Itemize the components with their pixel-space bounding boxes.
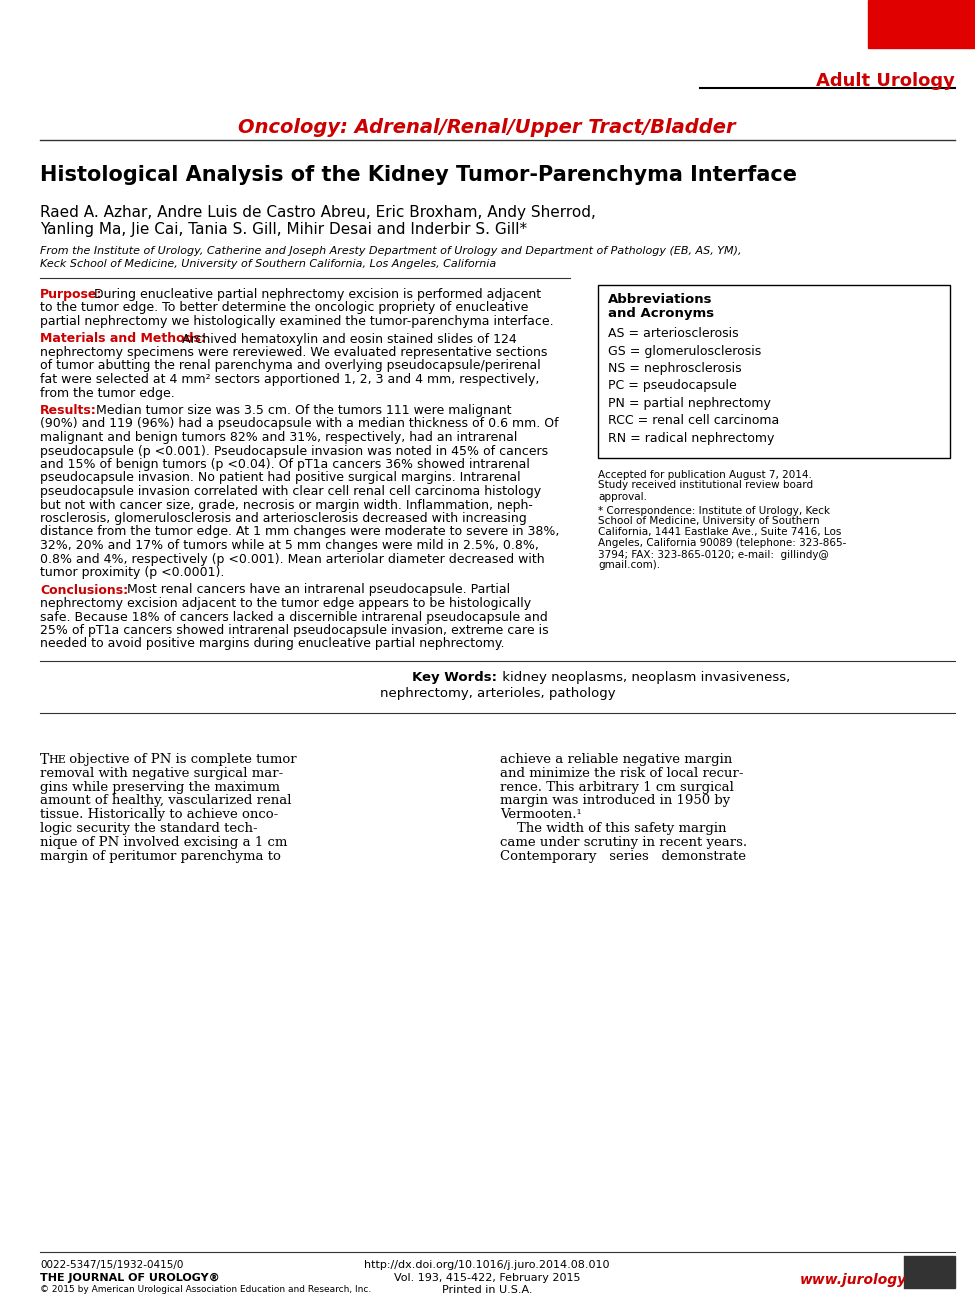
Text: PC = pseudocapsule: PC = pseudocapsule xyxy=(608,380,737,393)
Text: rence. This arbitrary 1 cm surgical: rence. This arbitrary 1 cm surgical xyxy=(500,780,734,793)
Text: Histological Analysis of the Kidney Tumor-Parenchyma Interface: Histological Analysis of the Kidney Tumo… xyxy=(40,164,797,185)
Text: HE: HE xyxy=(49,756,66,765)
Text: RCC = renal cell carcinoma: RCC = renal cell carcinoma xyxy=(608,415,779,428)
Text: safe. Because 18% of cancers lacked a discernible intrarenal pseudocapsule and: safe. Because 18% of cancers lacked a di… xyxy=(40,611,548,624)
Text: gmail.com).: gmail.com). xyxy=(598,561,660,570)
Text: © 2015 by American Urological Association Education and Research, Inc.: © 2015 by American Urological Associatio… xyxy=(40,1285,371,1295)
Text: Adult Urology: Adult Urology xyxy=(816,72,955,90)
Text: approval.: approval. xyxy=(598,492,647,501)
Text: achieve a reliable negative margin: achieve a reliable negative margin xyxy=(500,753,732,766)
Text: but not with cancer size, grade, necrosis or margin width. Inflammation, neph-: but not with cancer size, grade, necrosi… xyxy=(40,499,533,512)
Text: From the Institute of Urology, Catherine and Joseph Aresty Department of Urology: From the Institute of Urology, Catherine… xyxy=(40,247,742,256)
Text: Yanling Ma, Jie Cai, Tania S. Gill, Mihir Desai and Inderbir S. Gill*: Yanling Ma, Jie Cai, Tania S. Gill, Mihi… xyxy=(40,222,527,238)
Text: www.jurology.com: www.jurology.com xyxy=(800,1272,944,1287)
Text: Printed in U.S.A.: Printed in U.S.A. xyxy=(442,1285,532,1295)
Text: T: T xyxy=(40,753,50,767)
Text: Study received institutional review board: Study received institutional review boar… xyxy=(598,480,813,491)
Text: RN = radical nephrectomy: RN = radical nephrectomy xyxy=(608,432,774,445)
Text: distance from the tumor edge. At 1 mm changes were moderate to severe in 38%,: distance from the tumor edge. At 1 mm ch… xyxy=(40,526,560,539)
Text: and 15% of benign tumors (p <0.04). Of pT1a cancers 36% showed intrarenal: and 15% of benign tumors (p <0.04). Of p… xyxy=(40,458,529,471)
Text: PN = partial nephrectomy: PN = partial nephrectomy xyxy=(608,397,771,410)
Text: GS = glomerulosclerosis: GS = glomerulosclerosis xyxy=(608,345,761,358)
Text: to the tumor edge. To better determine the oncologic propriety of enucleative: to the tumor edge. To better determine t… xyxy=(40,301,528,315)
Bar xyxy=(598,284,950,458)
Text: came under scrutiny in recent years.: came under scrutiny in recent years. xyxy=(500,835,747,848)
Text: During enucleative partial nephrectomy excision is performed adjacent: During enucleative partial nephrectomy e… xyxy=(94,288,541,301)
Text: malignant and benign tumors 82% and 31%, respectively, had an intrarenal: malignant and benign tumors 82% and 31%,… xyxy=(40,431,518,444)
Text: http://dx.doi.org/10.1016/j.juro.2014.08.010: http://dx.doi.org/10.1016/j.juro.2014.08… xyxy=(365,1261,609,1270)
Text: Keck School of Medicine, University of Southern California, Los Angeles, Califor: Keck School of Medicine, University of S… xyxy=(40,258,496,269)
Text: kidney neoplasms, neoplasm invasiveness,: kidney neoplasms, neoplasm invasiveness, xyxy=(497,671,790,684)
Text: pseudocapsule (p <0.001). Pseudocapsule invasion was noted in 45% of cancers: pseudocapsule (p <0.001). Pseudocapsule … xyxy=(40,445,548,458)
Text: nique of PN involved excising a 1 cm: nique of PN involved excising a 1 cm xyxy=(40,835,288,848)
Text: 25% of pT1a cancers showed intrarenal pseudocapsule invasion, extreme care is: 25% of pT1a cancers showed intrarenal ps… xyxy=(40,624,549,637)
Text: 415: 415 xyxy=(913,1263,948,1282)
Text: Vol. 193, 415-422, February 2015: Vol. 193, 415-422, February 2015 xyxy=(394,1272,580,1283)
Text: THE JOURNAL OF UROLOGY®: THE JOURNAL OF UROLOGY® xyxy=(40,1272,219,1283)
Text: nephrectomy, arterioles, pathology: nephrectomy, arterioles, pathology xyxy=(379,686,615,699)
Text: Raed A. Azhar, Andre Luis de Castro Abreu, Eric Broxham, Andy Sherrod,: Raed A. Azhar, Andre Luis de Castro Abre… xyxy=(40,205,596,221)
Text: Abbreviations: Abbreviations xyxy=(608,294,713,305)
Text: rosclerosis, glomerulosclerosis and arteriosclerosis decreased with increasing: rosclerosis, glomerulosclerosis and arte… xyxy=(40,512,526,525)
Text: Contemporary   series   demonstrate: Contemporary series demonstrate xyxy=(500,850,746,863)
Text: pseudocapsule invasion. No patient had positive surgical margins. Intrarenal: pseudocapsule invasion. No patient had p… xyxy=(40,471,521,484)
Bar xyxy=(868,0,975,48)
Text: gins while preserving the maximum: gins while preserving the maximum xyxy=(40,780,280,793)
Text: of tumor abutting the renal parenchyma and overlying pseudocapsule/perirenal: of tumor abutting the renal parenchyma a… xyxy=(40,359,541,372)
Text: Conclusions:: Conclusions: xyxy=(40,583,128,596)
Text: Purpose:: Purpose: xyxy=(40,288,102,301)
Text: objective of PN is complete tumor: objective of PN is complete tumor xyxy=(65,753,296,766)
Text: amount of healthy, vascularized renal: amount of healthy, vascularized renal xyxy=(40,795,292,808)
Text: nephrectomy excision adjacent to the tumor edge appears to be histologically: nephrectomy excision adjacent to the tum… xyxy=(40,596,531,609)
Text: Vermooten.¹: Vermooten.¹ xyxy=(500,808,582,821)
Text: Archived hematoxylin and eosin stained slides of 124: Archived hematoxylin and eosin stained s… xyxy=(178,333,517,346)
Text: fat were selected at 4 mm² sectors apportioned 1, 2, 3 and 4 mm, respectively,: fat were selected at 4 mm² sectors appor… xyxy=(40,373,539,386)
Text: Oncology: Adrenal/Renal/Upper Tract/Bladder: Oncology: Adrenal/Renal/Upper Tract/Blad… xyxy=(238,117,736,137)
Text: NS = nephrosclerosis: NS = nephrosclerosis xyxy=(608,361,742,375)
Text: Angeles, California 90089 (telephone: 323-865-: Angeles, California 90089 (telephone: 32… xyxy=(598,539,846,548)
Text: Materials and Methods:: Materials and Methods: xyxy=(40,333,206,346)
Text: needed to avoid positive margins during enucleative partial nephrectomy.: needed to avoid positive margins during … xyxy=(40,638,504,650)
Text: tissue. Historically to achieve onco-: tissue. Historically to achieve onco- xyxy=(40,808,278,821)
Text: 0.8% and 4%, respectively (p <0.001). Mean arteriolar diameter decreased with: 0.8% and 4%, respectively (p <0.001). Me… xyxy=(40,552,545,565)
Text: tumor proximity (p <0.0001).: tumor proximity (p <0.0001). xyxy=(40,566,224,579)
Text: Median tumor size was 3.5 cm. Of the tumors 111 were malignant: Median tumor size was 3.5 cm. Of the tum… xyxy=(92,405,512,418)
Text: (90%) and 119 (96%) had a pseudocapsule with a median thickness of 0.6 mm. Of: (90%) and 119 (96%) had a pseudocapsule … xyxy=(40,418,559,431)
Text: Most renal cancers have an intrarenal pseudocapsule. Partial: Most renal cancers have an intrarenal ps… xyxy=(123,583,510,596)
Text: AS = arteriosclerosis: AS = arteriosclerosis xyxy=(608,328,739,341)
Text: pseudocapsule invasion correlated with clear cell renal cell carcinoma histology: pseudocapsule invasion correlated with c… xyxy=(40,485,541,499)
Text: California, 1441 Eastlake Ave., Suite 7416, Los: California, 1441 Eastlake Ave., Suite 74… xyxy=(598,527,841,538)
Text: * Correspondence: Institute of Urology, Keck: * Correspondence: Institute of Urology, … xyxy=(598,505,830,515)
Text: partial nephrectomy we histologically examined the tumor-parenchyma interface.: partial nephrectomy we histologically ex… xyxy=(40,315,554,328)
Text: Key Words:: Key Words: xyxy=(412,671,497,684)
Text: removal with negative surgical mar-: removal with negative surgical mar- xyxy=(40,767,284,780)
Text: and minimize the risk of local recur-: and minimize the risk of local recur- xyxy=(500,767,744,780)
Text: and Acronyms: and Acronyms xyxy=(608,307,714,320)
Text: margin of peritumor parenchyma to: margin of peritumor parenchyma to xyxy=(40,850,281,863)
Text: The width of this safety margin: The width of this safety margin xyxy=(500,822,726,835)
Text: logic security the standard tech-: logic security the standard tech- xyxy=(40,822,257,835)
Text: from the tumor edge.: from the tumor edge. xyxy=(40,386,175,399)
Bar xyxy=(905,1255,955,1288)
Text: margin was introduced in 1950 by: margin was introduced in 1950 by xyxy=(500,795,730,808)
Text: nephrectomy specimens were rereviewed. We evaluated representative sections: nephrectomy specimens were rereviewed. W… xyxy=(40,346,547,359)
Text: Results:: Results: xyxy=(40,405,97,418)
Text: 32%, 20% and 17% of tumors while at 5 mm changes were mild in 2.5%, 0.8%,: 32%, 20% and 17% of tumors while at 5 mm… xyxy=(40,539,539,552)
Text: 3794; FAX: 323-865-0120; e-mail:  gillindy@: 3794; FAX: 323-865-0120; e-mail: gillind… xyxy=(598,549,829,560)
Text: School of Medicine, University of Southern: School of Medicine, University of Southe… xyxy=(598,517,820,526)
Text: Accepted for publication August 7, 2014.: Accepted for publication August 7, 2014. xyxy=(598,470,812,479)
Text: 0022-5347/15/1932-0415/0: 0022-5347/15/1932-0415/0 xyxy=(40,1261,183,1270)
